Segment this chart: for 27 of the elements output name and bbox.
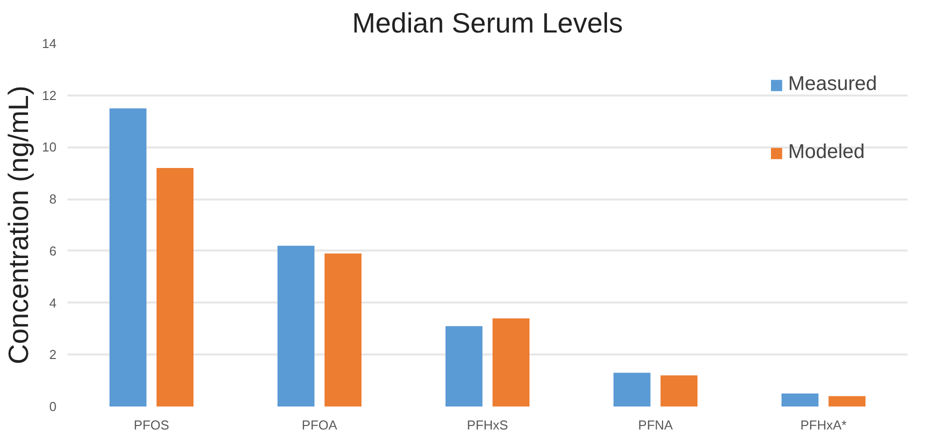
bar [110, 108, 146, 406]
bar [446, 326, 482, 406]
x-tick-label: PFOA [302, 418, 338, 432]
bar [324, 254, 362, 406]
y-tick-label: 10 [42, 140, 57, 155]
x-tick-label: PFNA [638, 418, 674, 432]
y-tick-label: 14 [42, 36, 57, 51]
y-tick-label: 12 [42, 88, 57, 103]
bar [614, 372, 650, 406]
chart-title: Median Serum Levels [352, 8, 623, 38]
bar [660, 375, 698, 406]
y-tick-label: 2 [49, 347, 57, 362]
bar [278, 246, 314, 406]
y-tick-label: 0 [49, 399, 57, 414]
y-tick-label: 6 [49, 243, 57, 258]
bar [492, 318, 530, 406]
bar [782, 394, 818, 406]
x-tick-label: PFOS [134, 418, 170, 432]
bar [156, 168, 194, 406]
legend-label: Modeled [788, 141, 865, 164]
y-tick-label: 8 [49, 192, 57, 207]
bar [828, 396, 866, 406]
legend-label: Measured [788, 73, 877, 96]
x-tick-label: PFHxS [466, 418, 508, 432]
x-tick-label: PFHxA* [800, 418, 847, 432]
y-tick-label: 4 [49, 295, 57, 310]
y-axis-title: Concentration (ng/mL) [3, 86, 34, 364]
